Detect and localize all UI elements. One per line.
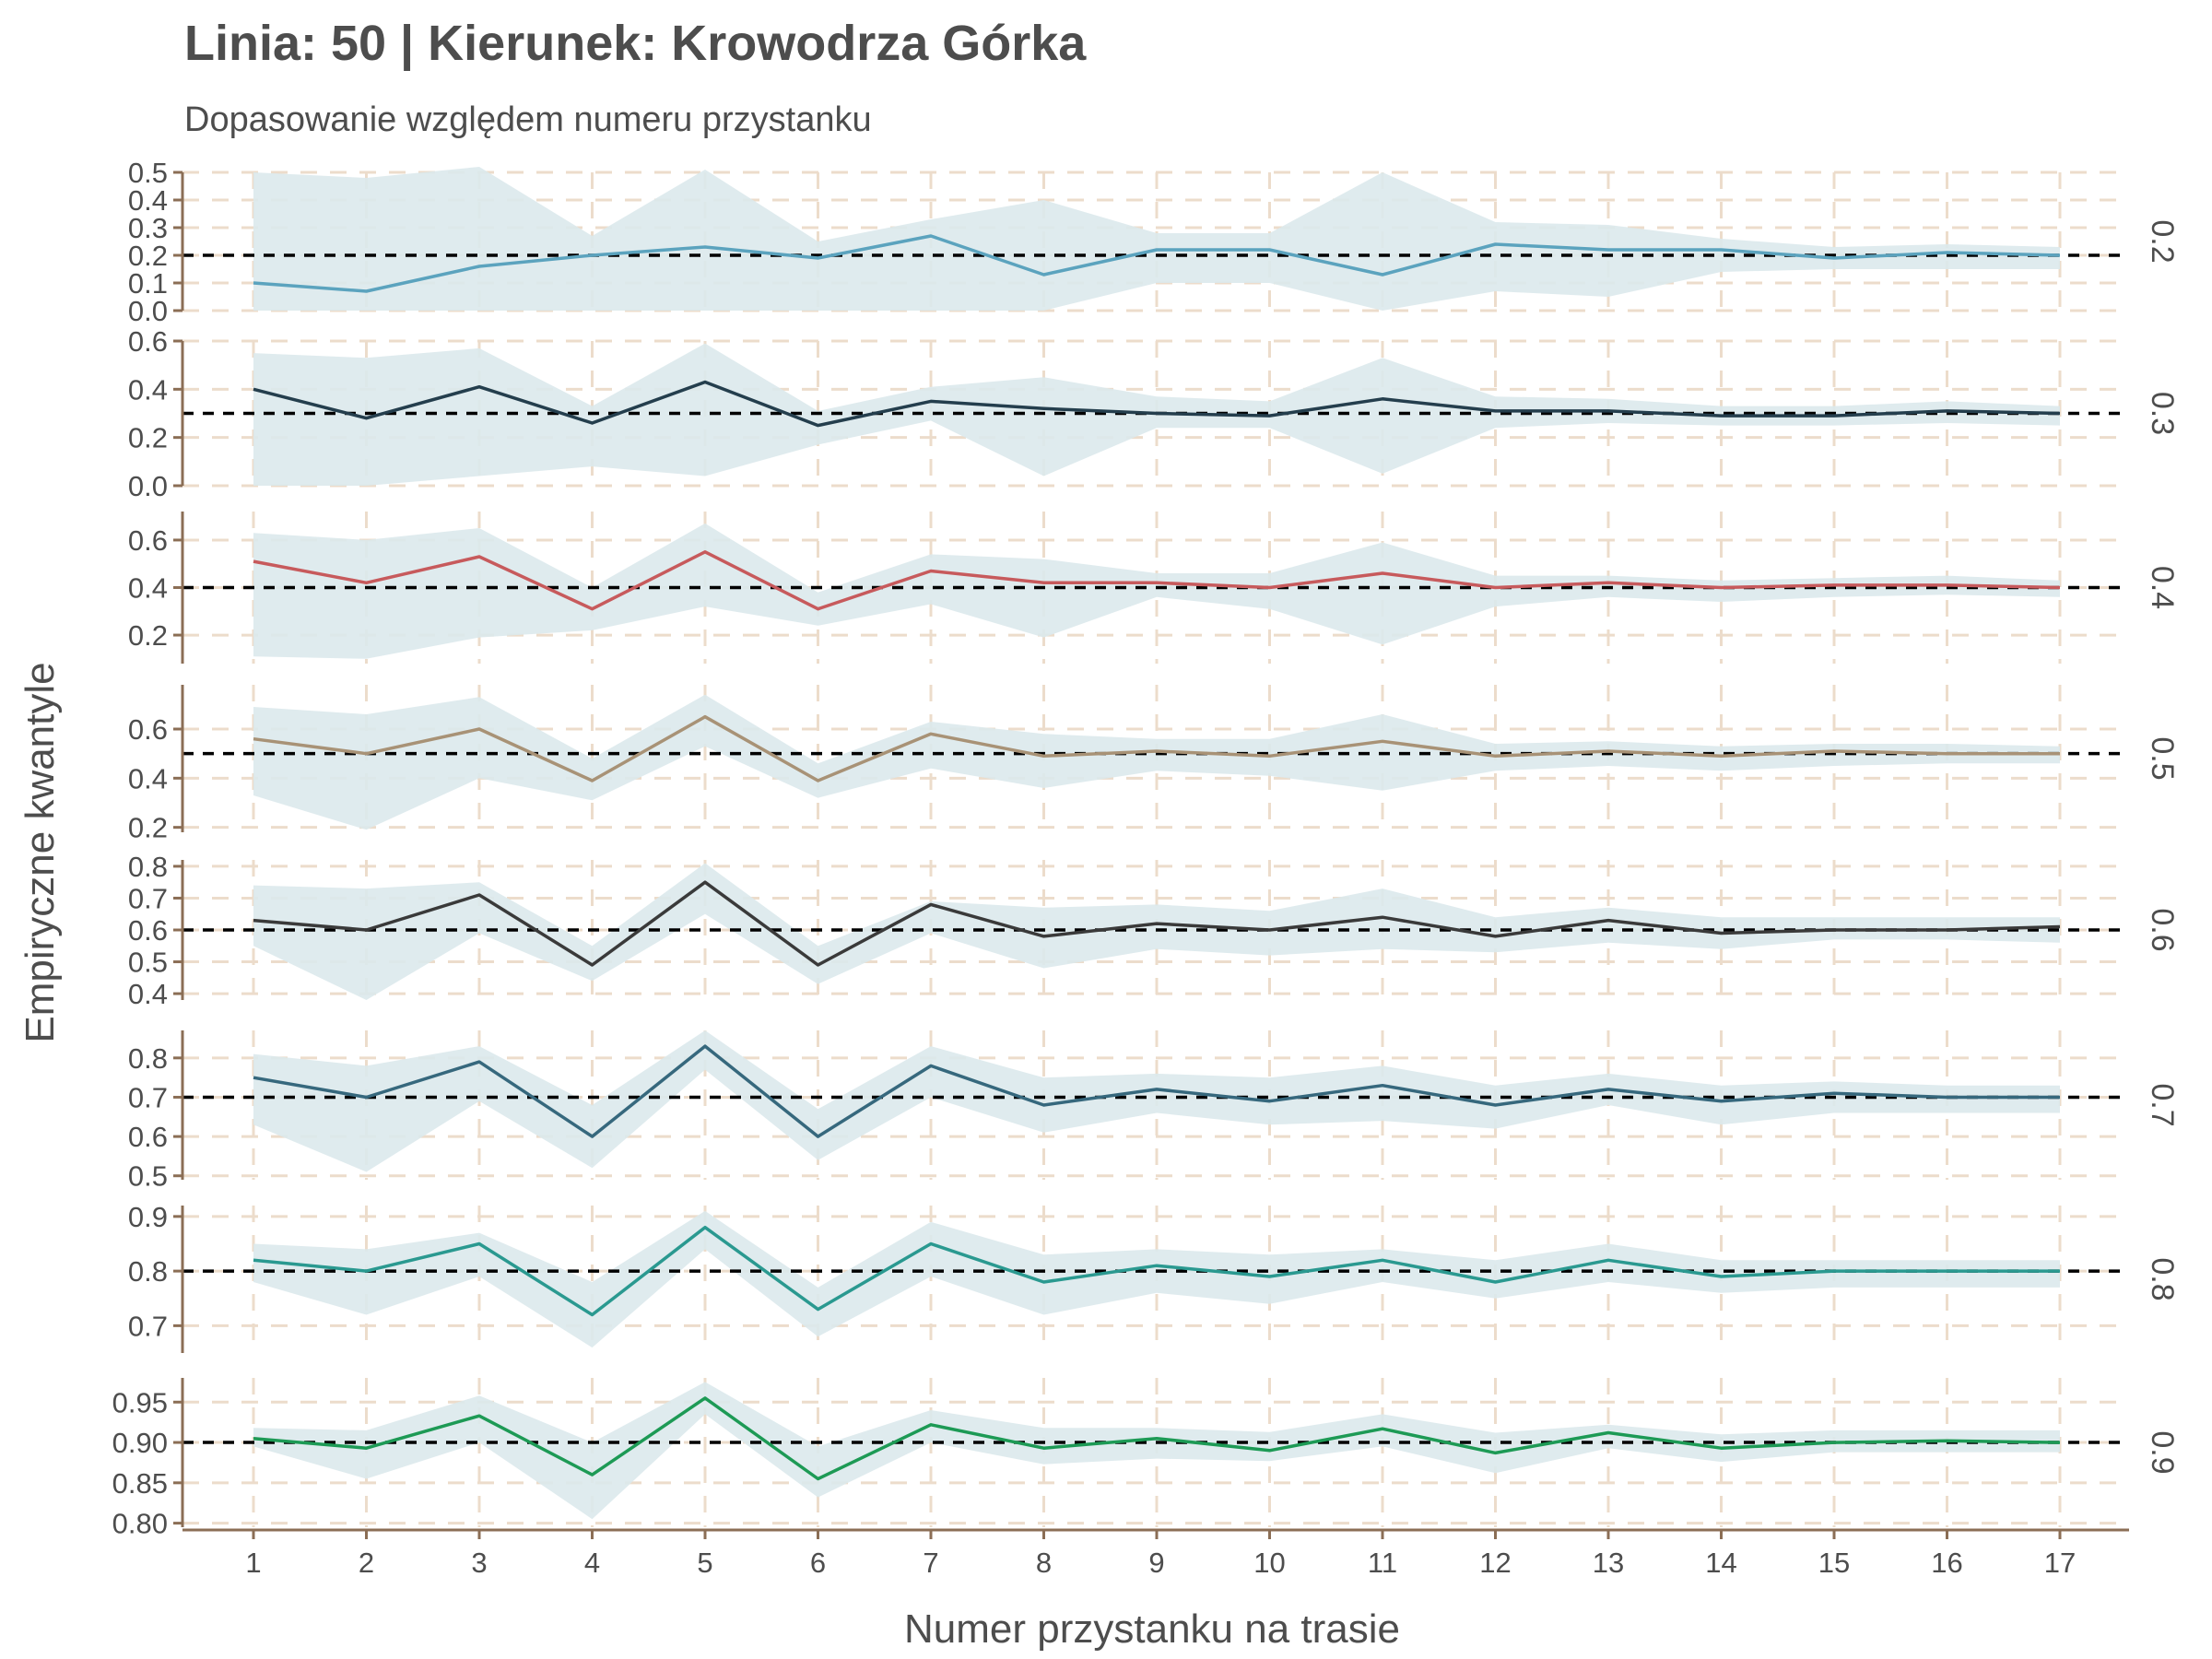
x-tick-label: 9 <box>1148 1547 1164 1579</box>
y-tick-label: 0.8 <box>128 1042 168 1075</box>
y-tick-label: 0.8 <box>128 851 168 883</box>
x-tick-label: 11 <box>1368 1547 1397 1579</box>
series-line <box>253 1396 2061 1481</box>
y-tick-label: 0.80 <box>112 1508 168 1540</box>
panels: 0.00.10.20.30.40.50.20.00.20.40.60.30.20… <box>112 157 2180 1540</box>
strip-label: 0.2 <box>2145 219 2180 263</box>
y-tick-label: 0.4 <box>128 978 168 1010</box>
panel-6: 0.7 0.8 0.9 0.8 <box>128 1201 2180 1353</box>
y-tick-label: 0.6 <box>128 914 168 947</box>
x-axis-title: Numer przystanku na trasie <box>904 1606 1400 1652</box>
y-tick-label: 0.5 <box>128 947 168 979</box>
chart-title: Linia: 50 | Kierunek: Krowodrza Górka <box>184 16 1087 72</box>
y-tick-label: 0.4 <box>128 762 168 794</box>
x-tick-label: 2 <box>359 1547 374 1579</box>
series-line <box>253 380 2061 428</box>
series-line <box>253 234 2061 293</box>
series-line <box>253 550 2061 611</box>
strip-label: 0.4 <box>2145 566 2180 609</box>
y-tick-label: 0.2 <box>128 812 168 844</box>
panel-4: 0.40.50.60.70.80.6 <box>128 851 2180 1010</box>
x-tick-label: 6 <box>810 1547 826 1579</box>
x-tick-label: 12 <box>1479 1547 1511 1579</box>
confidence-band <box>253 167 2060 311</box>
y-tick-label: 0.6 <box>128 524 168 557</box>
confidence-band <box>253 694 2060 830</box>
x-tick-label: 15 <box>1818 1547 1850 1579</box>
y-tick-label: 0.7 <box>128 1310 168 1342</box>
confidence-band <box>253 1382 2060 1520</box>
y-tick-label: 0.7 <box>128 882 168 914</box>
y-tick-label: 0.3 <box>128 212 168 244</box>
panel-3: 0.2 0.4 0.6 0.5 <box>128 685 2180 844</box>
y-tick-label: 0.5 <box>128 157 168 189</box>
panel-0: 0.00.10.20.30.40.50.2 <box>128 157 2180 327</box>
y-tick-label: 0.2 <box>128 240 168 272</box>
panel-1: 0.0 0.2 0.4 0.6 0.3 <box>128 325 2180 502</box>
y-tick-label: 0.0 <box>128 470 168 502</box>
y-tick-label: 0.4 <box>128 373 168 406</box>
confidence-band <box>253 1030 2060 1172</box>
y-tick-label: 0.7 <box>128 1081 168 1113</box>
y-tick-label: 0.90 <box>112 1427 168 1459</box>
y-axis-title: Empiryczne kwantyle <box>18 662 63 1042</box>
x-tick-label: 8 <box>1036 1547 1052 1579</box>
y-tick-label: 0.4 <box>128 572 168 605</box>
x-tick-label: 3 <box>471 1547 487 1579</box>
y-tick-label: 0.95 <box>112 1386 168 1418</box>
series-line <box>253 1225 2060 1317</box>
strip-label: 0.6 <box>2145 908 2180 951</box>
y-tick-label: 0.2 <box>128 619 168 652</box>
y-tick-label: 0.6 <box>128 1121 168 1153</box>
strip-label: 0.3 <box>2145 392 2180 435</box>
strip-label: 0.9 <box>2145 1430 2180 1474</box>
x-tick-label: 13 <box>1593 1547 1624 1579</box>
panel-5: 0.5 0.6 0.7 0.8 0.7 <box>128 1030 2180 1193</box>
y-tick-label: 0.4 <box>128 184 168 217</box>
series-line <box>253 714 2060 782</box>
y-tick-label: 0.5 <box>128 1160 168 1193</box>
panel-2: 0.2 0.4 0.6 0.4 <box>128 512 2180 664</box>
x-tick-label: 16 <box>1931 1547 1962 1579</box>
y-tick-label: 0.1 <box>128 267 168 300</box>
series-line <box>253 880 2061 967</box>
x-tick-label: 14 <box>1705 1547 1736 1579</box>
panel-7: 0.80 0.85 0.90 0.95 0.9 <box>112 1378 2180 1540</box>
series-line <box>253 1044 2060 1138</box>
confidence-band <box>253 523 2060 659</box>
y-tick-label: 0.0 <box>128 295 168 327</box>
y-tick-label: 0.2 <box>128 422 168 454</box>
x-tick-label: 4 <box>584 1547 600 1579</box>
x-tick-label: 10 <box>1253 1547 1285 1579</box>
x-axis: 1 2 3 4 5 6 7 8 9 10 11 12 13 14 15 16 17 <box>182 1528 2129 1579</box>
y-tick-label: 0.9 <box>128 1201 168 1233</box>
x-tick-label: 7 <box>923 1547 938 1579</box>
x-tick-label: 5 <box>697 1547 712 1579</box>
confidence-band <box>253 1210 2060 1348</box>
y-tick-label: 0.6 <box>128 713 168 746</box>
y-tick-label: 0.85 <box>112 1467 168 1500</box>
chart-subtitle: Dopasowanie względem numeru przystanku <box>184 100 872 139</box>
y-tick-label: 0.8 <box>128 1255 168 1288</box>
x-tick-label: 17 <box>2044 1547 2076 1579</box>
strip-label: 0.8 <box>2145 1257 2180 1300</box>
strip-label: 0.5 <box>2145 736 2180 780</box>
x-tick-label: 1 <box>245 1547 261 1579</box>
strip-label: 0.7 <box>2145 1083 2180 1126</box>
y-tick-label: 0.6 <box>128 325 168 358</box>
